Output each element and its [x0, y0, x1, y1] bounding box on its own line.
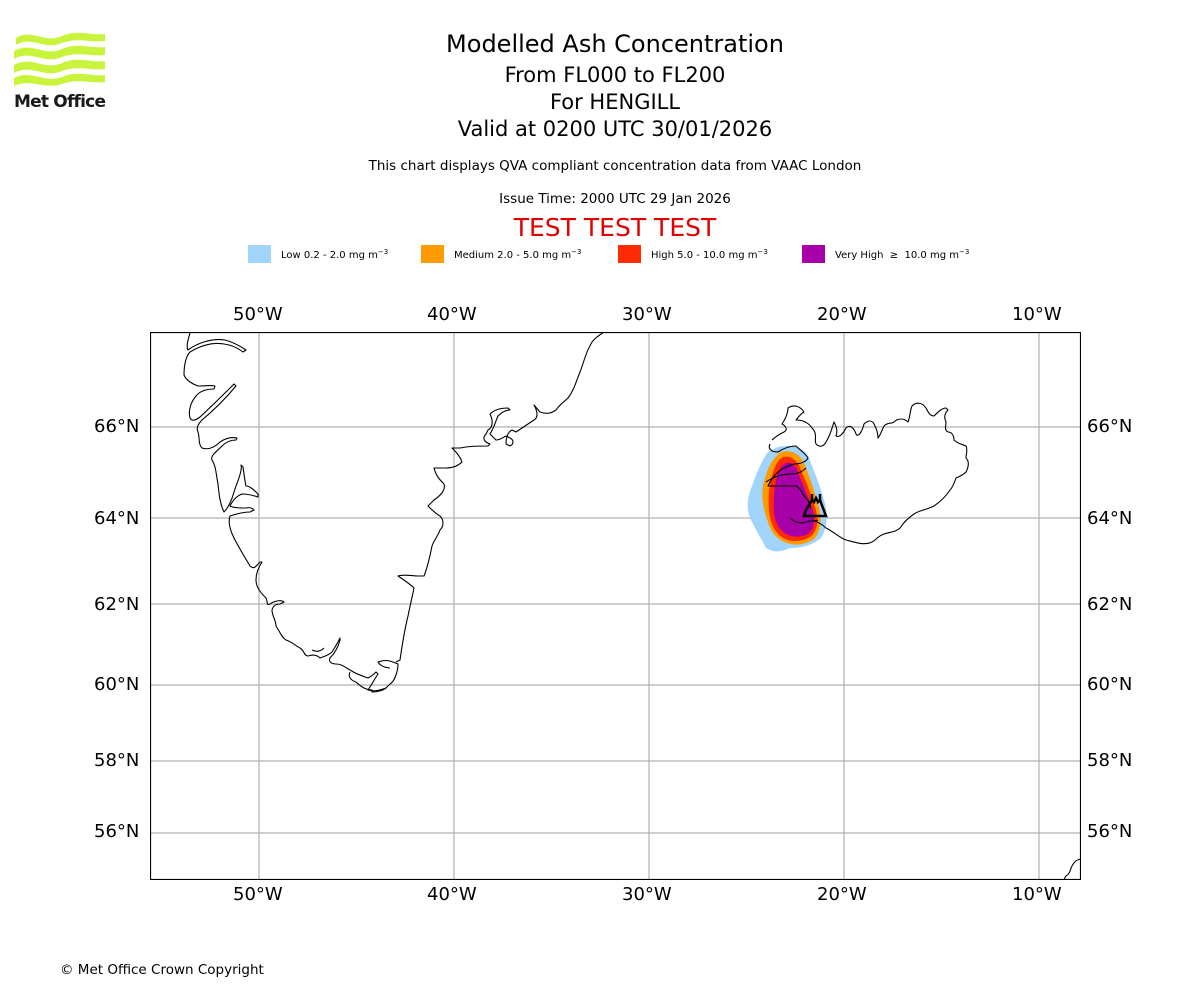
- copyright-notice: © Met Office Crown Copyright: [60, 962, 264, 978]
- legend-item-low: Low 0.2 - 2.0 mg m−3: [248, 244, 388, 264]
- lat-tick-left: 56°N: [94, 821, 140, 842]
- lat-tick-left: 60°N: [94, 674, 140, 695]
- met-office-wave-icon: [14, 32, 105, 86]
- test-banner: TEST TEST TEST: [513, 213, 717, 242]
- lat-tick-right: 58°N: [1087, 750, 1133, 771]
- flight-level-range: From FL000 to FL200: [504, 63, 726, 87]
- lat-tick-right: 56°N: [1087, 821, 1133, 842]
- lat-tick-right: 66°N: [1087, 416, 1133, 437]
- lat-tick-right: 60°N: [1087, 674, 1133, 695]
- lon-tick-top: 40°W: [427, 304, 477, 325]
- coastline-greenland-east: [395, 332, 605, 663]
- lon-tick-bottom: 40°W: [427, 884, 477, 905]
- lat-tick-left: 66°N: [94, 416, 140, 437]
- legend-swatch-low: [248, 245, 271, 263]
- issue-time: Issue Time: 2000 UTC 29 Jan 2026: [499, 191, 731, 207]
- map-frame: [150, 332, 1081, 880]
- coastline-iceland: [765, 402, 969, 545]
- lon-tick-bottom: 10°W: [1012, 884, 1062, 905]
- legend-label-medium: Medium 2.0 - 5.0 mg m−3: [454, 247, 582, 261]
- lat-tick-left: 64°N: [94, 508, 140, 529]
- chart-title: Modelled Ash Concentration: [446, 30, 784, 58]
- lon-tick-top: 10°W: [1012, 304, 1062, 325]
- map-area: [150, 332, 1081, 880]
- legend-swatch-medium: [421, 245, 444, 263]
- chart-description: This chart displays QVA compliant concen…: [368, 158, 862, 174]
- lon-tick-bottom: 30°W: [622, 884, 672, 905]
- lon-tick-bottom: 50°W: [233, 884, 283, 905]
- ash-very-high-region: [773, 462, 815, 537]
- met-office-logo: Met Office: [14, 30, 106, 112]
- legend-label-very-high: Very High ≥ 10.0 mg m−3: [835, 247, 970, 261]
- lon-tick-top: 50°W: [233, 304, 283, 325]
- legend-swatch-high: [618, 245, 641, 263]
- coastline-scotland: [1063, 858, 1081, 880]
- volcano-name: For HENGILL: [549, 90, 681, 114]
- lat-tick-right: 64°N: [1087, 508, 1133, 529]
- lat-tick-left: 62°N: [94, 594, 140, 615]
- lat-tick-left: 58°N: [94, 750, 140, 771]
- legend-label-low: Low 0.2 - 2.0 mg m−3: [281, 247, 389, 261]
- legend-item-very-high: Very High ≥ 10.0 mg m−3: [802, 244, 969, 264]
- valid-time: Valid at 0200 UTC 30/01/2026: [457, 117, 773, 141]
- lon-tick-top: 20°W: [817, 304, 867, 325]
- legend-label-high: High 5.0 - 10.0 mg m−3: [651, 247, 768, 261]
- lon-tick-bottom: 20°W: [817, 884, 867, 905]
- lat-tick-right: 62°N: [1087, 594, 1133, 615]
- logo-text: Met Office: [14, 92, 106, 112]
- coastline-greenland: [183, 332, 399, 693]
- legend-item-medium: Medium 2.0 - 5.0 mg m−3: [421, 244, 581, 264]
- legend-swatch-very-high: [802, 245, 825, 263]
- legend-item-high: High 5.0 - 10.0 mg m−3: [618, 244, 768, 264]
- gridlines: [150, 332, 1081, 880]
- volcano-icon: [802, 494, 828, 518]
- lon-tick-top: 30°W: [622, 304, 672, 325]
- ash-plume: [747, 445, 827, 552]
